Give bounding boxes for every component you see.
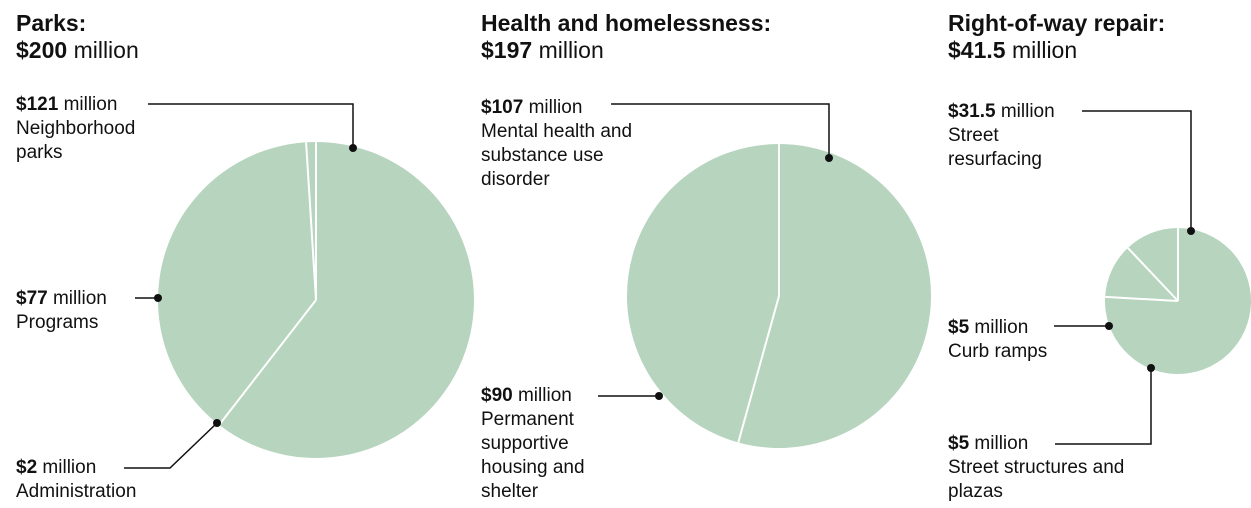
pie-2-leader-dot-0 xyxy=(1187,227,1195,235)
pie-0-leader-2 xyxy=(124,422,218,469)
row-resurfacing-unit: million xyxy=(1000,101,1055,122)
row-resurfacing-text: Street resurfacing xyxy=(948,125,1042,170)
pie-1-leader-0 xyxy=(611,103,830,158)
health-title-amount: $197 xyxy=(481,37,533,63)
health-title-name: Health and homelessness: xyxy=(481,10,772,36)
pie-1-leader-dot-1 xyxy=(655,392,663,400)
pie-0-leader-dot-2 xyxy=(213,419,221,427)
parks-admin-unit: million xyxy=(42,457,97,478)
parks-neighborhood-unit: million xyxy=(63,94,118,115)
row-title-amount: $41.5 xyxy=(948,37,1006,63)
health-mental-amount: $107 xyxy=(481,97,524,118)
pie-1-slice-0 xyxy=(738,144,931,448)
parks-label-neighborhood: $121 million Neighborhood parks xyxy=(16,93,176,165)
parks-neighborhood-text: Neighborhood parks xyxy=(16,118,136,163)
pie-0-leader-0 xyxy=(148,103,354,148)
health-mental-unit: million xyxy=(528,97,583,118)
health-housing-unit: million xyxy=(517,385,572,406)
pie-2-leader-dot-1 xyxy=(1105,322,1113,330)
row-curb-amount: $5 xyxy=(948,317,970,338)
health-housing-text: Permanent supportive housing and shelter xyxy=(481,409,585,502)
row-structures-text: Street structures and plazas xyxy=(948,457,1125,502)
parks-label-programs: $77 million Programs xyxy=(16,287,107,335)
row-title-name: Right-of-way repair: xyxy=(948,10,1166,36)
row-curb-text: Curb ramps xyxy=(948,341,1048,362)
health-label-mental: $107 million Mental health and substance… xyxy=(481,96,641,192)
parks-title-unit: million xyxy=(73,37,139,63)
row-title-unit: million xyxy=(1011,37,1078,63)
health-title: Health and homelessness: $197 million xyxy=(481,10,771,64)
row-structures-amount: $5 xyxy=(948,433,970,454)
parks-neighborhood-amount: $121 xyxy=(16,94,59,115)
health-housing-amount: $90 xyxy=(481,385,513,406)
pie-2-leader-dot-2 xyxy=(1147,364,1155,372)
pie-0-leader-dot-0 xyxy=(349,144,357,152)
pie-0-divider-1 xyxy=(218,299,317,426)
row-label-resurfacing: $31.5 million Street resurfacing xyxy=(948,100,1068,172)
pie-2-leader-2 xyxy=(1055,368,1152,445)
parks-programs-text: Programs xyxy=(16,312,99,333)
row-curb-unit: million xyxy=(974,317,1029,338)
parks-admin-text: Administration xyxy=(16,481,137,502)
pie-2-leader-0 xyxy=(1082,110,1192,231)
health-mental-text: Mental health and substance use disorder xyxy=(481,121,633,190)
pie-2-divider-2 xyxy=(1127,247,1179,302)
parks-title: Parks: $200 million xyxy=(16,10,139,64)
pie-0-leader-dot-1 xyxy=(154,294,162,302)
pie-2-divider-1 xyxy=(1105,295,1179,302)
parks-title-amount: $200 xyxy=(16,37,68,63)
health-title-unit: million xyxy=(538,37,604,63)
parks-title-name: Parks: xyxy=(16,10,87,36)
pie-1-leader-dot-0 xyxy=(825,154,833,162)
pie-2-slice-1 xyxy=(1105,247,1178,301)
parks-admin-amount: $2 xyxy=(16,457,38,478)
pie-1-divider-1 xyxy=(737,295,780,443)
health-label-housing: $90 million Permanent supportive housing… xyxy=(481,384,621,504)
parks-programs-unit: million xyxy=(52,288,107,309)
row-title: Right-of-way repair: $41.5 million xyxy=(948,10,1165,64)
pie-0-divider-2 xyxy=(305,142,317,301)
parks-label-administration: $2 million Administration xyxy=(16,456,136,504)
row-resurfacing-amount: $31.5 xyxy=(948,101,996,122)
parks-programs-amount: $77 xyxy=(16,288,48,309)
row-structures-unit: million xyxy=(974,433,1029,454)
pie-2-slice-2 xyxy=(1127,228,1178,301)
pie-1-slice-1 xyxy=(626,144,779,443)
row-label-structures: $5 million Street structures and plazas xyxy=(948,432,1138,504)
row-label-curb: $5 million Curb ramps xyxy=(948,316,1047,364)
pie-0-slice-1 xyxy=(158,142,316,425)
pie-0-slice-0 xyxy=(219,142,475,459)
